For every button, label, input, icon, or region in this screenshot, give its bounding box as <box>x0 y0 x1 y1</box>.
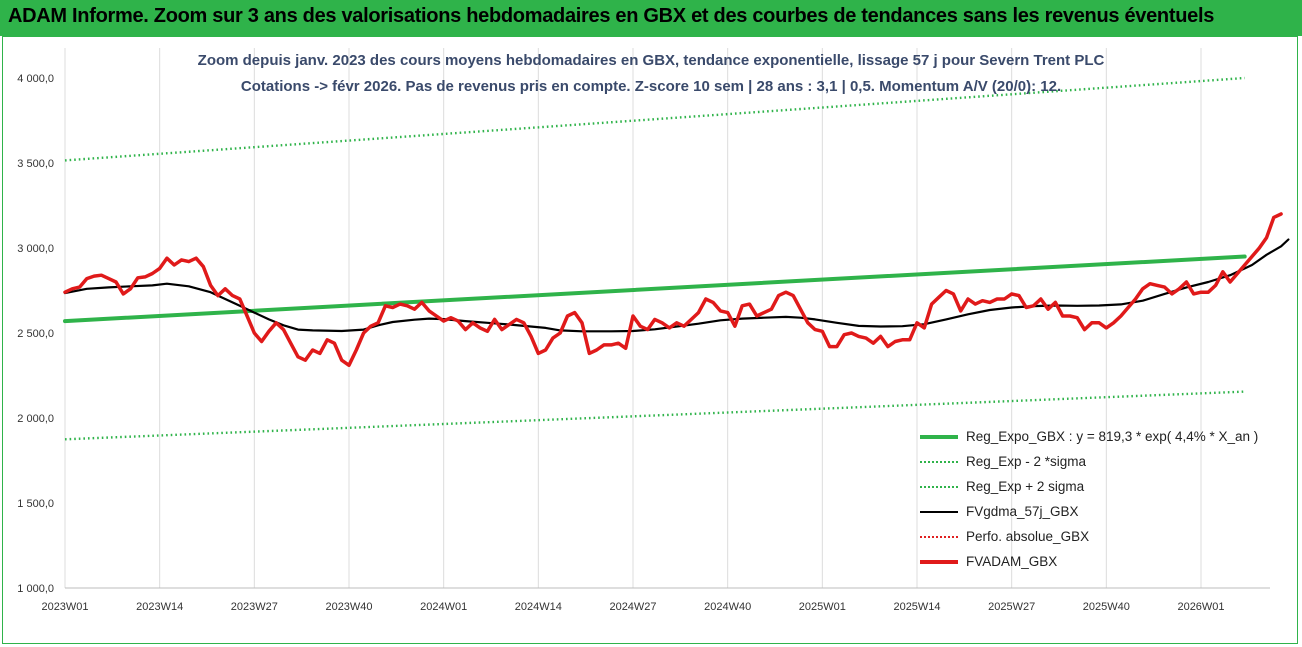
chart-title: Zoom depuis janv. 2023 des cours moyens … <box>197 52 1105 69</box>
legend-swatch <box>920 431 958 443</box>
x-tick-label: 2025W14 <box>893 601 940 613</box>
legend-item: Reg_Exp - 2 *sigma <box>920 449 1290 474</box>
x-tick-label: 2024W40 <box>704 601 751 613</box>
y-tick-label: 3 500,0 <box>17 158 54 170</box>
report-banner: ADAM Informe. Zoom sur 3 ans des valoris… <box>0 0 1302 36</box>
series-line-0 <box>63 254 1247 324</box>
legend-item: Reg_Expo_GBX : y = 819,3 * exp( 4,4% * X… <box>920 424 1290 449</box>
x-tick-label: 2024W27 <box>609 601 656 613</box>
series-line-2 <box>64 76 1245 162</box>
series-lines <box>63 76 1290 441</box>
legend-label: Perfo. absolue_GBX <box>966 529 1090 544</box>
chart-subtitle: Cotations -> févr 2026. Pas de revenus p… <box>240 78 1062 95</box>
x-tick-label: 2026W01 <box>1177 601 1224 613</box>
series-line-5 <box>63 212 1283 368</box>
chart-legend: Reg_Expo_GBX : y = 819,3 * exp( 4,4% * X… <box>920 424 1290 574</box>
x-tick-label: 2023W01 <box>41 601 88 613</box>
x-tick-label: 2024W14 <box>515 601 562 613</box>
x-tick-label: 2025W27 <box>988 601 1035 613</box>
legend-item: FVADAM_GBX <box>920 549 1290 574</box>
legend-item: Perfo. absolue_GBX <box>920 524 1290 549</box>
x-tick-label: 2023W27 <box>231 601 278 613</box>
y-axis-ticks: 1 000,0 1 500,0 2 000,0 2 500,0 3 000,0 3 500… <box>17 73 54 595</box>
x-tick-label: 2025W40 <box>1083 601 1130 613</box>
legend-item: Reg_Exp + 2 sigma <box>920 474 1290 499</box>
series-line-3 <box>63 238 1290 333</box>
legend-label: Reg_Exp + 2 sigma <box>966 479 1085 494</box>
x-tick-label: 2023W14 <box>136 601 183 613</box>
legend-label: FVgdma_57j_GBX <box>966 504 1079 519</box>
legend-item: FVgdma_57j_GBX <box>920 499 1290 524</box>
series-line-1 <box>64 390 1245 441</box>
y-tick-label: 2 000,0 <box>17 413 54 425</box>
legend-swatch <box>920 556 958 568</box>
x-tick-label: 2025W01 <box>799 601 846 613</box>
legend-swatch <box>920 506 958 518</box>
y-tick-label: 1 000,0 <box>17 583 54 595</box>
x-tick-label: 2023W40 <box>325 601 372 613</box>
chart-frame <box>2 36 1298 644</box>
legend-label: Reg_Exp - 2 *sigma <box>966 454 1087 469</box>
y-tick-label: 3 000,0 <box>17 243 54 255</box>
report-title: ADAM Informe. Zoom sur 3 ans des valoris… <box>8 5 1215 27</box>
y-tick-label: 2 500,0 <box>17 328 54 340</box>
legend-label: FVADAM_GBX <box>966 554 1058 569</box>
x-tick-label: 2024W01 <box>420 601 467 613</box>
y-tick-label: 4 000,0 <box>17 73 54 85</box>
legend-swatch <box>920 456 958 468</box>
legend-swatch <box>920 531 958 543</box>
legend-swatch <box>920 481 958 493</box>
x-axis-ticks: 2023W01 2023W14 2023W27 2023W40 2024W01 2024W… <box>41 601 1224 613</box>
y-tick-label: 1 500,0 <box>17 498 54 510</box>
legend-label: Reg_Expo_GBX : y = 819,3 * exp( 4,4% * X… <box>966 429 1259 444</box>
